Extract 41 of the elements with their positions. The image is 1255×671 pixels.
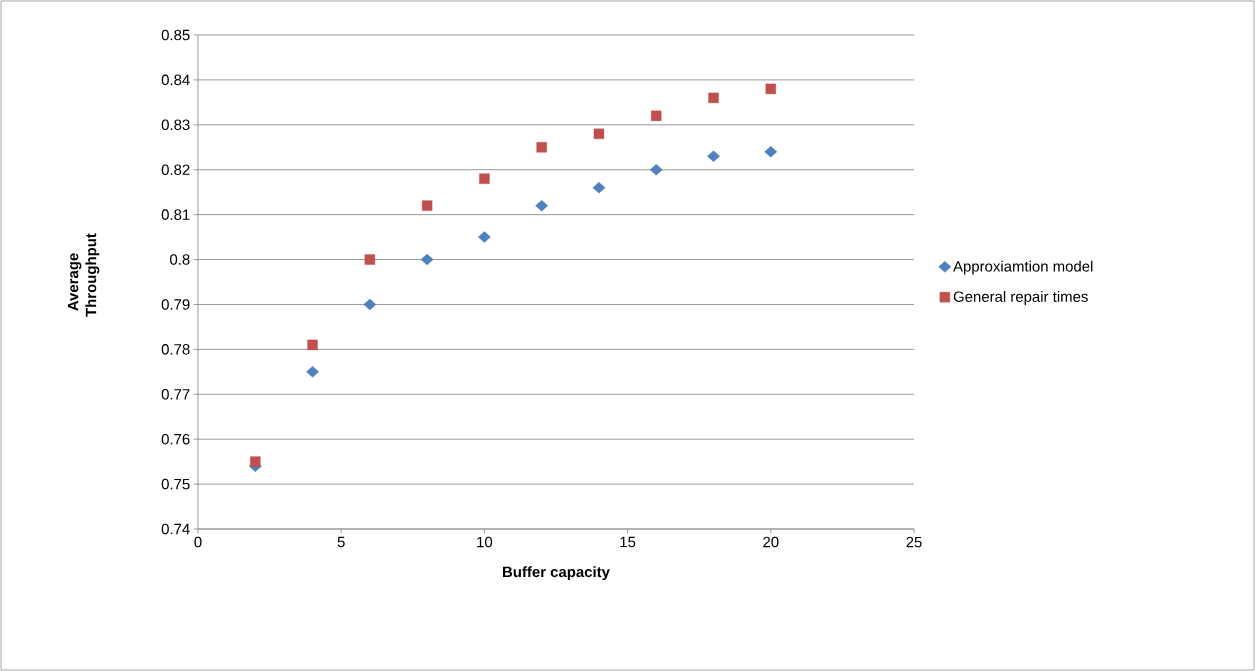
point: [364, 254, 376, 265]
y-tick-label: 0.75: [161, 478, 190, 490]
y-tick-label: 0.76: [161, 433, 190, 445]
point: [307, 339, 318, 351]
x-tick-label: 20: [763, 536, 779, 548]
point: [651, 110, 662, 122]
x-axis-title: Buffer capacity: [503, 566, 610, 581]
point: [420, 253, 434, 266]
x-tick-label: 0: [194, 536, 202, 548]
point: [765, 83, 776, 95]
point: [592, 181, 606, 194]
point: [479, 173, 490, 184]
x-tick-label: 10: [477, 536, 493, 548]
point: [708, 92, 719, 104]
point: [536, 142, 547, 153]
y-axis-title: Average Throughput: [67, 233, 100, 317]
point: [421, 200, 433, 211]
y-tick-label: 0.82: [161, 164, 190, 176]
point: [478, 231, 491, 243]
point: [707, 150, 720, 162]
y-tick-label: 0.84: [161, 74, 190, 86]
point: [250, 456, 261, 467]
y-tick-label: 0.85: [161, 29, 190, 41]
y-tick-label: 0.78: [161, 344, 190, 355]
x-tick-label: 25: [906, 536, 922, 548]
y-tick-label: 0.83: [161, 119, 190, 131]
point: [593, 128, 605, 139]
legend-label: Approxiamtion model: [953, 260, 1093, 275]
legend-label: General repair times: [953, 290, 1088, 305]
point: [306, 366, 319, 378]
y-tick-label: 0.81: [161, 209, 190, 220]
point: [535, 199, 549, 212]
y-tick-label: 0.74: [161, 523, 190, 535]
point: [649, 164, 663, 176]
y-tick-label: 0.79: [161, 299, 190, 310]
y-tick-label: 0.8: [170, 254, 190, 265]
y-tick-label: 0.77: [161, 388, 190, 400]
point: [363, 298, 377, 311]
x-tick-label: 15: [620, 536, 636, 548]
point: [764, 146, 778, 158]
x-tick-label: 5: [337, 536, 345, 548]
